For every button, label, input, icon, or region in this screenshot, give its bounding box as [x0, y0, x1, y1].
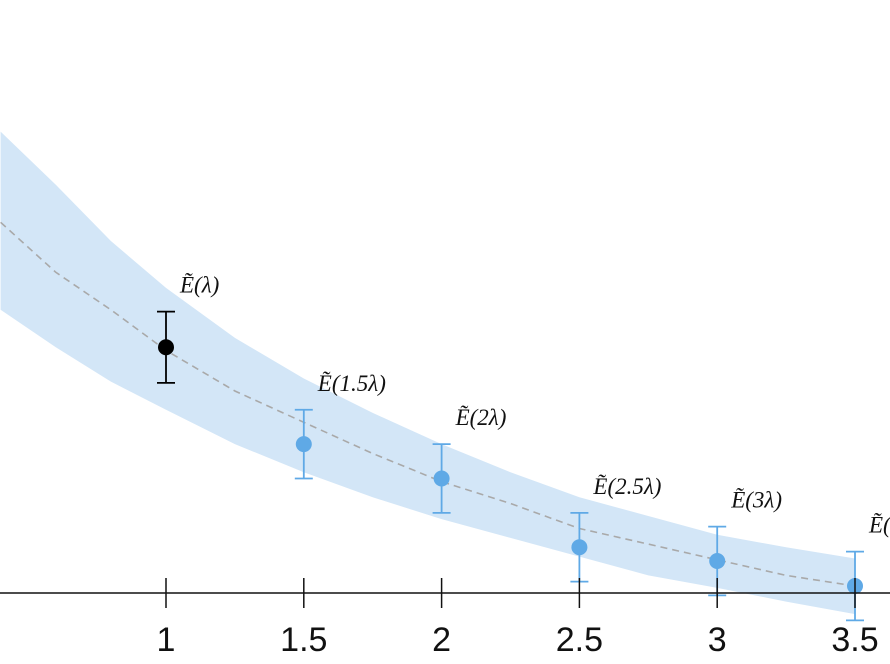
point-marker	[433, 470, 450, 487]
point-marker	[571, 539, 588, 556]
point-marker	[709, 553, 726, 569]
point-label: Ẽ(1.5λ)	[317, 371, 386, 396]
point-label: Ẽ(3λ)	[730, 488, 782, 513]
point-labels: Ẽ(λ) Ẽ(1.5λ) Ẽ(2λ) Ẽ(2.5λ) Ẽ(3λ) Ẽ(	[179, 273, 890, 538]
x-tick-label: 1	[157, 621, 176, 659]
x-tick-label: 3.5	[831, 621, 878, 659]
x-tick-label: 1.5	[280, 621, 327, 659]
x-axis: 1 1.5 2 2.5 3 3.5	[0, 578, 890, 659]
x-axis-ticks	[165, 578, 856, 608]
data-point	[294, 408, 313, 480]
x-tick-label: 2.5	[556, 621, 603, 659]
x-tick-label: 2	[432, 621, 451, 659]
x-tick-label: 3	[708, 621, 727, 659]
data-point	[157, 310, 175, 384]
confidence-band	[0, 131, 856, 615]
point-label: Ẽ(λ)	[179, 273, 219, 298]
point-label: Ẽ(	[868, 513, 890, 538]
plot-area: Ẽ(λ) Ẽ(1.5λ) Ẽ(2λ) Ẽ(2.5λ) Ẽ(3λ) Ẽ(	[0, 131, 890, 622]
data-points	[157, 310, 864, 622]
point-label: Ẽ(2.5λ)	[592, 474, 661, 499]
point-label: Ẽ(2λ)	[455, 405, 507, 430]
point-marker	[158, 339, 174, 356]
data-point	[432, 443, 451, 514]
x-axis-tick-labels: 1 1.5 2 2.5 3 3.5	[157, 621, 879, 659]
point-marker	[295, 436, 312, 453]
